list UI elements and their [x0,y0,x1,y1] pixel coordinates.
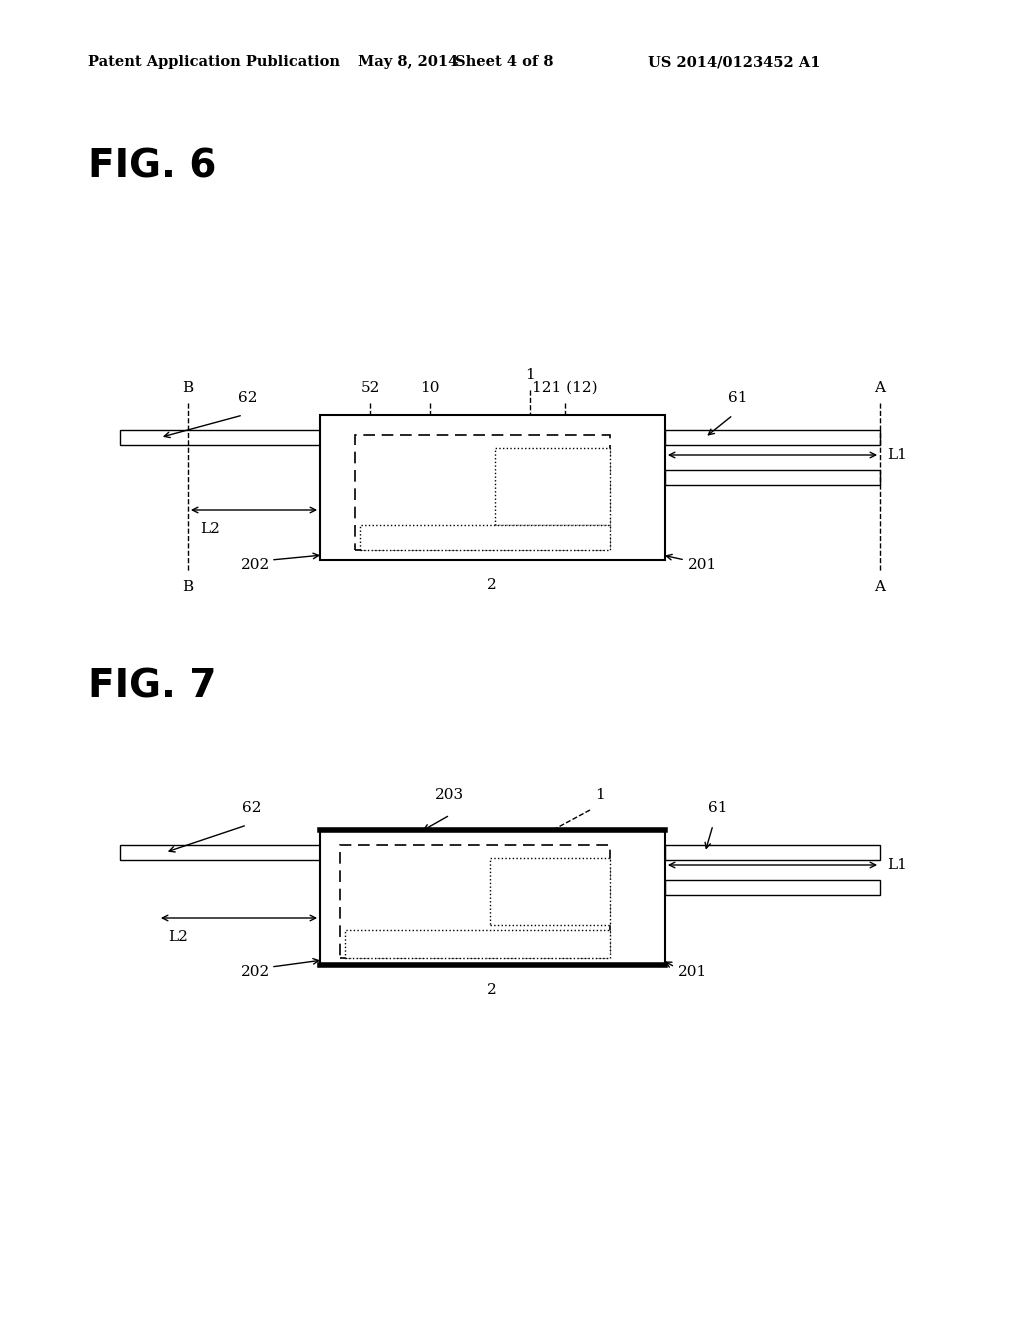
Text: Sheet 4 of 8: Sheet 4 of 8 [455,55,554,69]
Text: FIG. 6: FIG. 6 [88,148,216,186]
Bar [355,436,610,550]
Text: 62: 62 [243,801,262,814]
Text: 121 (12): 121 (12) [532,381,598,395]
Bar [665,470,880,484]
Bar [120,430,319,445]
Text: L2: L2 [200,521,220,536]
Text: 62: 62 [239,391,258,405]
Bar [665,880,880,895]
Text: A: A [874,381,886,395]
Text: L1: L1 [887,447,907,462]
Text: 202: 202 [242,965,270,979]
Bar [120,845,319,861]
Text: 61: 61 [709,801,728,814]
Text: A: A [874,579,886,594]
Bar [345,931,610,958]
Bar [340,845,610,958]
Text: Patent Application Publication: Patent Application Publication [88,55,340,69]
Text: B: B [182,381,194,395]
Text: 10: 10 [420,381,439,395]
Text: 61: 61 [728,391,748,405]
Text: 2: 2 [487,983,497,997]
Bar [319,414,665,560]
Text: 201: 201 [688,558,717,572]
Text: 2: 2 [487,578,497,591]
Text: 201: 201 [678,965,708,979]
Text: L1: L1 [887,858,907,873]
Text: 203: 203 [435,788,465,803]
Bar [360,525,610,550]
Text: US 2014/0123452 A1: US 2014/0123452 A1 [648,55,820,69]
Text: 52: 52 [360,381,380,395]
Text: 202: 202 [242,558,270,572]
Bar [319,830,665,965]
Text: May 8, 2014: May 8, 2014 [358,55,459,69]
Text: B: B [182,579,194,594]
Bar [495,447,610,525]
Text: 1: 1 [595,788,605,803]
Text: L2: L2 [168,931,187,944]
Bar [490,858,610,925]
Bar [665,845,880,861]
Text: 1: 1 [525,368,535,381]
Bar [665,430,880,445]
Text: FIG. 7: FIG. 7 [88,668,216,706]
